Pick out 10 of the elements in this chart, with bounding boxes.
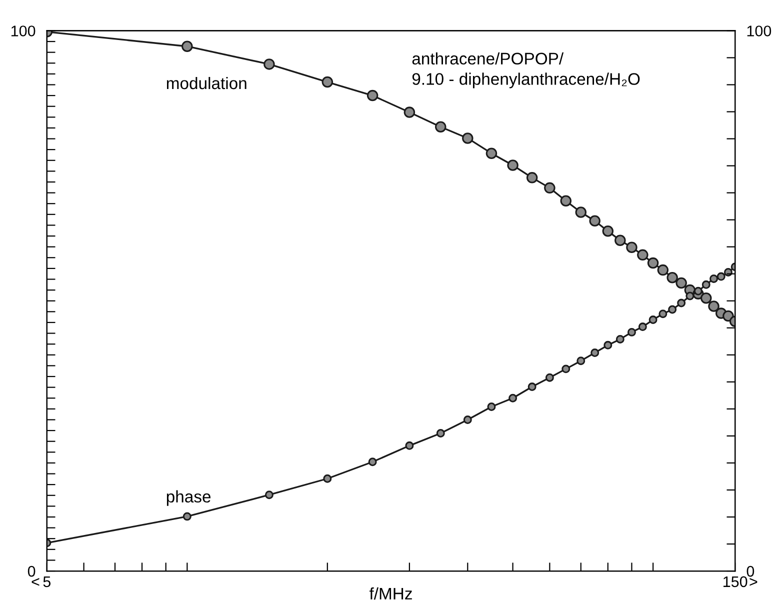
annotation: anthracene/POPOP/ 9.10 - diphenylanthracene/H₂O [412,52,640,88]
series-label: modulation [166,76,246,90]
x-tick-label: 5 [43,576,51,588]
text: < [32,578,40,586]
x-axis-title: f/MHz [369,587,412,600]
x-tick-label: 150 [724,576,748,588]
text: > [750,578,758,586]
y2-tick-label: 100 [747,26,772,36]
series-label: phase [166,490,211,506]
y2-tick-label: 0 [746,566,754,577]
